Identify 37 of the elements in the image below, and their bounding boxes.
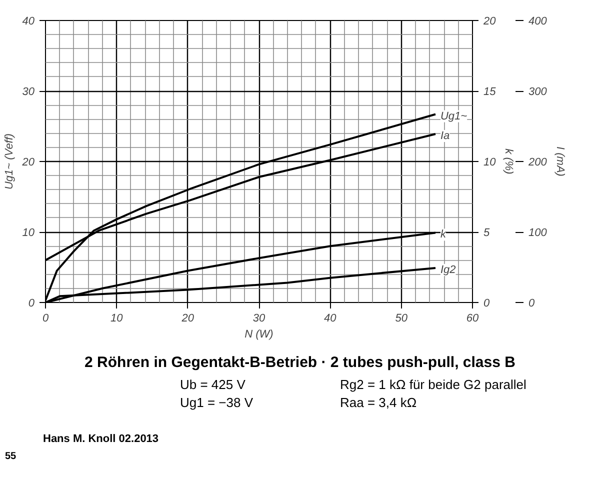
y3-tick-label: 300 <box>528 86 548 98</box>
y2-tick-label: 10 <box>484 156 497 168</box>
x-tick-label: 10 <box>110 312 124 324</box>
text: Ug1 = −38 V <box>180 394 253 412</box>
y2-tick-label: 20 <box>482 16 497 28</box>
x-tick-label: 50 <box>395 312 408 324</box>
y2-tick-label: 0 <box>484 298 490 310</box>
y3-tick-label: 0 <box>528 298 536 310</box>
series-label: Ug1~ <box>440 110 468 122</box>
y3-axis-title: I (mA) <box>554 146 566 177</box>
text: Rg2 = 1 kΩ für beide G2 parallel <box>340 376 526 394</box>
y3-tick-label: 200 <box>528 156 548 168</box>
text: 2 Röhren in Gegentakt-B-Betrieb · 2 tubes push-pull, class B <box>84 353 516 373</box>
y-axis-title: Ug1~ (Veff) <box>3 133 16 190</box>
y3-tick-label: 100 <box>528 227 548 239</box>
text: Hans M. Knoll 02.2013 <box>43 432 159 447</box>
x-tick-label: 60 <box>466 312 480 324</box>
x-tick-label: 30 <box>252 312 266 324</box>
text: 55 <box>5 450 16 464</box>
legend-label: k <box>440 228 446 241</box>
y-tick-label: 40 <box>22 16 36 28</box>
y-tick-label: 20 <box>21 156 36 168</box>
y3-tick-label: 400 <box>528 16 548 28</box>
y-tick-label: 0 <box>28 298 36 310</box>
y2-tick-label: 5 <box>484 227 490 239</box>
y-tick-label: 10 <box>22 227 36 239</box>
y2-axis-title: k (%) <box>502 148 515 175</box>
series-label: Ig2 <box>440 264 456 276</box>
x-tick-label: 0 <box>42 312 50 324</box>
x-tick-label: 40 <box>324 312 338 324</box>
x-tick-label: 20 <box>180 312 195 324</box>
y2-tick-label: 15 <box>484 86 497 98</box>
text: Raa = 3,4 kΩ <box>340 394 417 412</box>
y-tick-label: 30 <box>22 86 36 98</box>
x-axis-title: N (W) <box>244 328 274 340</box>
text: Ub = 425 V <box>180 376 246 394</box>
series-label: Ia <box>440 130 450 142</box>
